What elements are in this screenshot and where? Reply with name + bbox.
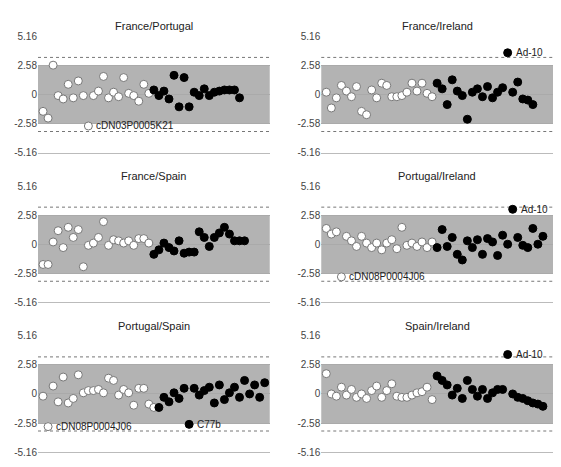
svg-text:2.58: 2.58 <box>301 359 321 370</box>
svg-text:0: 0 <box>315 388 321 399</box>
svg-text:5.16: 5.16 <box>301 330 321 341</box>
svg-text:France/Spain: France/Spain <box>121 170 186 182</box>
svg-text:2.58: 2.58 <box>18 210 38 221</box>
svg-text:5.16: 5.16 <box>18 181 38 192</box>
svg-text:-2.58: -2.58 <box>297 268 320 279</box>
svg-text:Spain/Ireland: Spain/Ireland <box>405 320 470 332</box>
svg-text:Ad-10: Ad-10 <box>521 204 548 215</box>
svg-text:-5.16: -5.16 <box>297 297 320 308</box>
svg-text:0: 0 <box>315 89 321 100</box>
svg-text:5.16: 5.16 <box>18 330 38 341</box>
svg-text:Portugal/Spain: Portugal/Spain <box>118 320 190 332</box>
svg-text:-2.58: -2.58 <box>297 118 320 129</box>
svg-text:C77b: C77b <box>197 419 221 430</box>
svg-text:5.16: 5.16 <box>18 31 38 42</box>
svg-text:-5.16: -5.16 <box>297 147 320 158</box>
svg-text:-5.16: -5.16 <box>297 447 320 458</box>
svg-text:France/Portugal: France/Portugal <box>115 20 193 32</box>
svg-text:Portugal/Ireland: Portugal/Ireland <box>398 170 476 182</box>
svg-text:Ad-10: Ad-10 <box>516 349 543 360</box>
svg-text:0: 0 <box>31 388 37 399</box>
svg-text:-5.16: -5.16 <box>14 297 37 308</box>
svg-text:2.58: 2.58 <box>18 359 38 370</box>
svg-text:5.16: 5.16 <box>301 181 321 192</box>
svg-text:0: 0 <box>31 89 37 100</box>
svg-text:-2.58: -2.58 <box>14 118 37 129</box>
svg-text:-2.58: -2.58 <box>14 418 37 429</box>
svg-text:-5.16: -5.16 <box>14 147 37 158</box>
svg-text:Ad-10: Ad-10 <box>516 47 543 58</box>
svg-text:0: 0 <box>31 239 37 250</box>
svg-text:2.58: 2.58 <box>301 60 321 71</box>
svg-text:5.16: 5.16 <box>301 31 321 42</box>
svg-text:cDN03P0005K21: cDN03P0005K21 <box>96 120 174 131</box>
svg-text:cDN08P0004J06: cDN08P0004J06 <box>56 421 132 432</box>
svg-text:France/Ireland: France/Ireland <box>402 20 473 32</box>
svg-text:2.58: 2.58 <box>18 60 38 71</box>
svg-text:0: 0 <box>315 239 321 250</box>
svg-text:-2.58: -2.58 <box>14 268 37 279</box>
svg-text:cDN08P0004J06: cDN08P0004J06 <box>349 271 425 282</box>
svg-text:-5.16: -5.16 <box>14 447 37 458</box>
svg-text:-2.58: -2.58 <box>297 418 320 429</box>
svg-text:2.58: 2.58 <box>301 210 321 221</box>
